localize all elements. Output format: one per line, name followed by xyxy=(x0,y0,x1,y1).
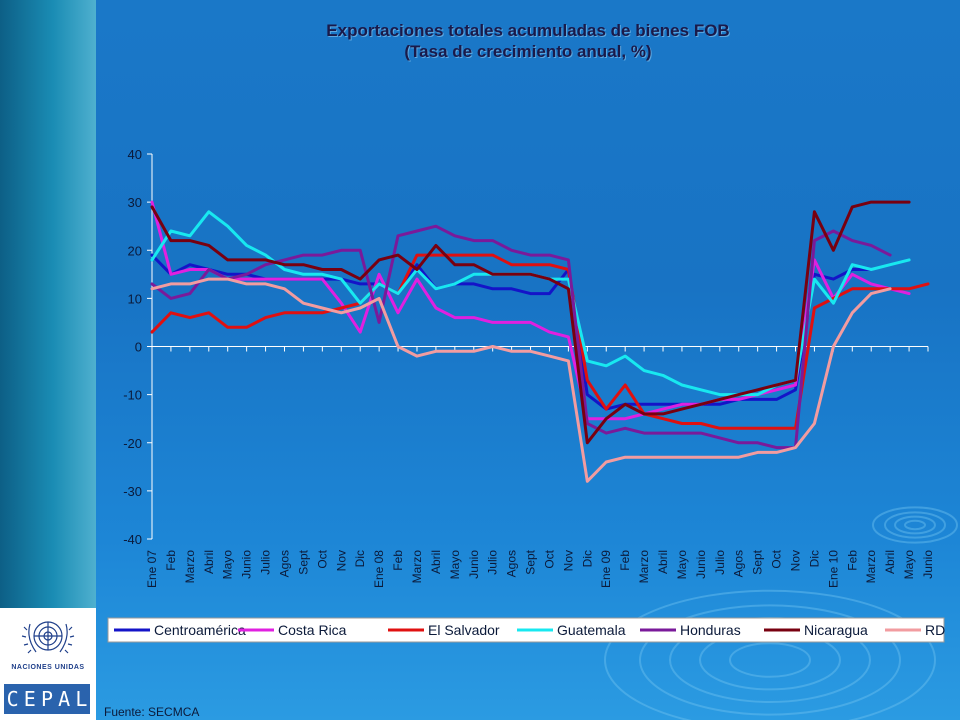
ripple-decoration xyxy=(639,604,901,716)
cepal-logo: C E P A L xyxy=(4,684,90,714)
y-tick-label: -10 xyxy=(123,388,142,403)
x-tick-label: Junio xyxy=(240,550,254,579)
ripple-decoration xyxy=(872,506,958,544)
ripple-decoration xyxy=(904,519,926,531)
un-emblem-icon xyxy=(21,621,75,654)
x-tick-label: Mayo xyxy=(221,550,235,580)
ripple-decoration xyxy=(729,642,811,678)
x-tick-label: Sept xyxy=(296,549,310,574)
x-tick-label: Dic xyxy=(353,550,367,567)
chart-title: Exportaciones totales acumuladas de bien… xyxy=(96,20,960,62)
series-line xyxy=(150,200,911,421)
legend-label: Costa Rica xyxy=(278,622,347,638)
x-tick-label: Agos xyxy=(732,550,746,577)
legend-label: Honduras xyxy=(680,622,741,638)
x-tick-label: Feb xyxy=(164,550,178,571)
x-tick-label: Dic xyxy=(807,550,821,567)
x-tick-label: Nov xyxy=(789,550,803,571)
x-tick-label: Marzo xyxy=(864,550,878,584)
x-tick-label: Mayo xyxy=(448,550,462,580)
x-tick-label: Junio xyxy=(921,550,935,579)
y-tick-label: 40 xyxy=(128,147,142,162)
legend-label: Guatemala xyxy=(557,622,626,638)
x-tick-label: Agos xyxy=(505,550,519,577)
x-tick-label: Julio xyxy=(259,550,273,575)
x-tick-label: Oct xyxy=(770,549,784,568)
cepal-letter: L xyxy=(75,687,88,711)
x-tick-label: Ene 09 xyxy=(599,550,613,588)
series-line xyxy=(150,277,892,483)
x-tick-label: Marzo xyxy=(637,550,651,584)
x-tick-label: Nov xyxy=(561,550,575,571)
series-line xyxy=(150,200,911,445)
x-tick-label: Abril xyxy=(656,550,670,574)
x-tick-label: Oct xyxy=(542,549,556,568)
cepal-letter: P xyxy=(40,687,53,711)
x-tick-label: Abril xyxy=(202,550,216,574)
legend-label: RD xyxy=(925,622,945,638)
cepal-letter: E xyxy=(23,687,36,711)
legend-label: Nicaragua xyxy=(804,622,868,638)
chart-title-line2: (Tasa de crecimiento anual, %) xyxy=(404,42,652,61)
x-tick-label: Sept xyxy=(751,549,765,574)
x-tick-label: Mayo xyxy=(902,550,916,580)
x-tick-label: Ene 07 xyxy=(145,550,159,588)
x-tick-label: Mayo xyxy=(675,550,689,580)
ripple-decoration xyxy=(894,515,936,535)
x-tick-label: Junio xyxy=(694,550,708,579)
cepal-letter: C xyxy=(6,687,19,711)
y-tick-label: 20 xyxy=(128,243,142,258)
x-tick-label: Sept xyxy=(524,549,538,574)
x-tick-label: Junio xyxy=(467,550,481,579)
x-tick-label: Marzo xyxy=(183,550,197,584)
x-tick-label: Abril xyxy=(883,550,897,574)
source-note: Fuente: SECMCA xyxy=(104,705,200,719)
legend-label: Centroamérica xyxy=(154,622,246,638)
x-tick-label: Julio xyxy=(713,550,727,575)
x-tick-label: Feb xyxy=(845,550,859,571)
y-tick-label: 10 xyxy=(128,291,142,306)
x-tick-label: Marzo xyxy=(410,550,424,584)
x-tick-label: Ene 10 xyxy=(826,550,840,588)
ripple-decoration xyxy=(604,589,936,720)
x-tick-label: Abril xyxy=(429,550,443,574)
x-tick-label: Ene 08 xyxy=(372,550,386,588)
x-tick-label: Feb xyxy=(618,550,632,571)
cepal-letter: A xyxy=(58,687,71,711)
legend-label: El Salvador xyxy=(428,622,500,638)
ripple-decoration xyxy=(884,511,946,539)
x-tick-label: Oct xyxy=(315,549,329,568)
x-tick-label: Julio xyxy=(486,550,500,575)
y-tick-label: -40 xyxy=(123,532,142,547)
x-tick-label: Dic xyxy=(580,550,594,567)
y-tick-label: -30 xyxy=(123,484,142,499)
x-tick-label: Agos xyxy=(277,550,291,577)
y-tick-label: -20 xyxy=(123,436,142,451)
chart-title-line1: Exportaciones totales acumuladas de bien… xyxy=(326,21,730,40)
x-tick-label: Nov xyxy=(334,550,348,571)
x-tick-label: Feb xyxy=(391,550,405,571)
sidebar-band xyxy=(0,0,96,720)
un-logo-label: NACIONES UNIDAS xyxy=(11,664,85,671)
y-tick-label: 0 xyxy=(135,340,142,355)
y-tick-label: 30 xyxy=(128,195,142,210)
